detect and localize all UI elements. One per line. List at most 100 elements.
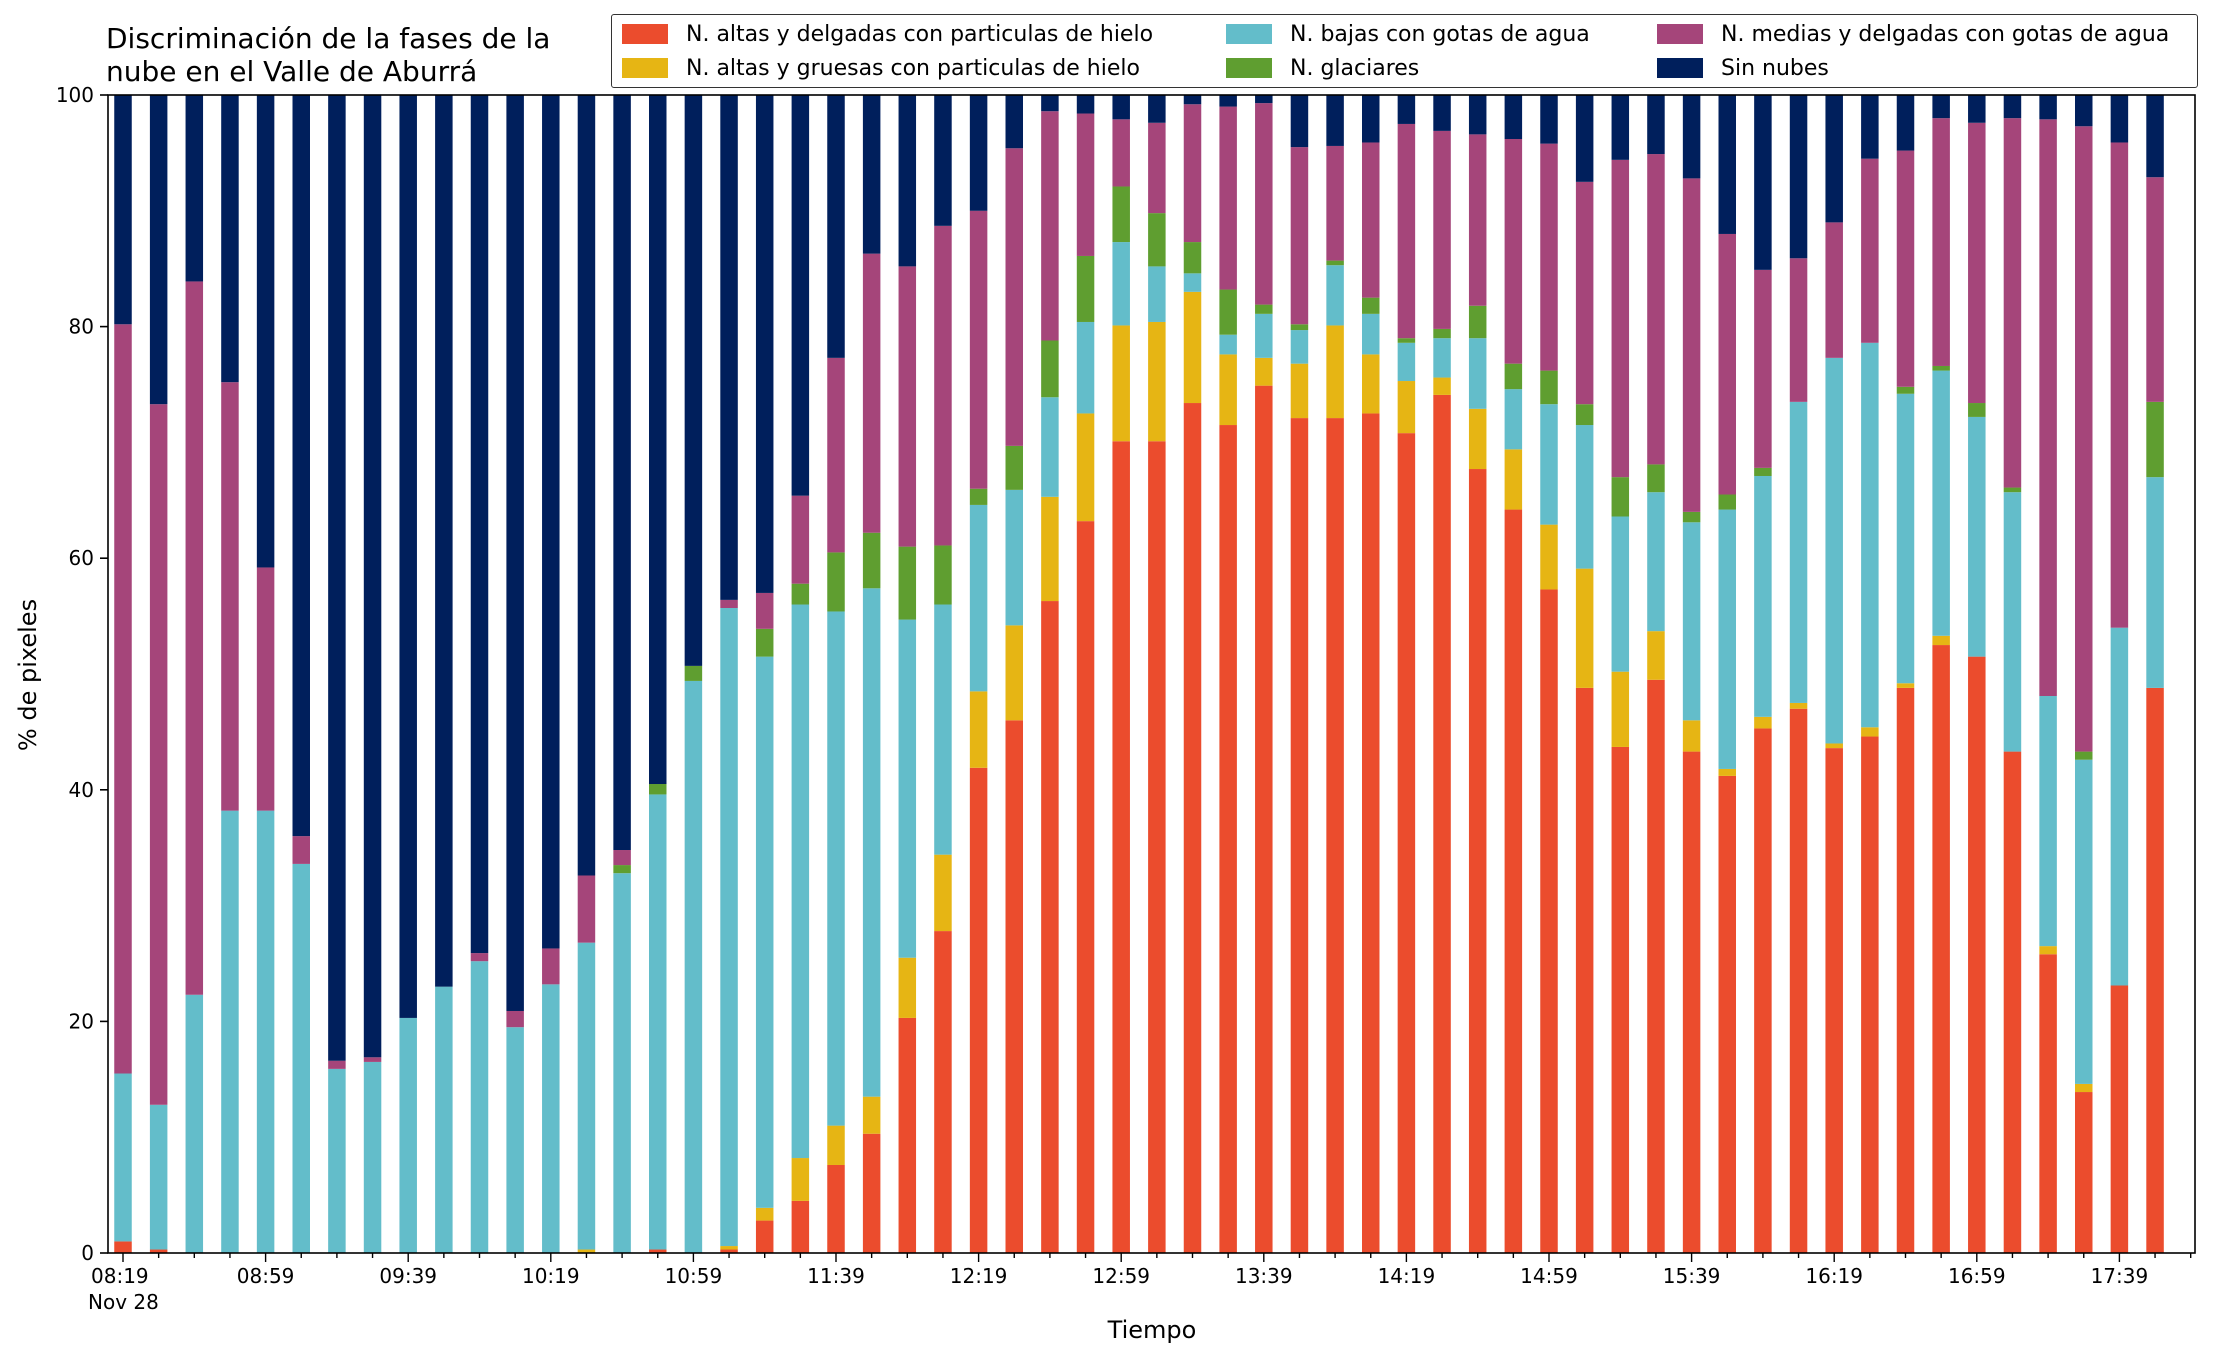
bar-segment-s4 bbox=[1789, 258, 1808, 402]
legend-label: N. altas y gruesas con particulas de hie… bbox=[686, 55, 1140, 81]
bar-segment-s3 bbox=[1041, 340, 1059, 398]
bar-segment-s2 bbox=[827, 611, 845, 1126]
bar-stack-1219 bbox=[969, 95, 988, 1253]
bar-segment-s2 bbox=[1718, 509, 1736, 769]
bar-segment-s3 bbox=[1540, 370, 1558, 405]
axes-layer: 0 20 40 60 80 100 08:19 08:59 09:39 10:19 10:59 11:… bbox=[56, 83, 2196, 1314]
bar-stack-1609 bbox=[1789, 95, 1808, 1253]
bar-stack-1249 bbox=[1076, 95, 1095, 1253]
bar-segment-s0 bbox=[898, 1017, 917, 1253]
bar-stack-1639 bbox=[1896, 95, 1915, 1253]
bar-segment-s5 bbox=[898, 95, 917, 267]
bar-stack-1739 bbox=[2110, 95, 2129, 1253]
bar-segment-s3 bbox=[613, 865, 631, 874]
bar-stack-1559 bbox=[1754, 95, 1772, 1253]
bar-segment-s0 bbox=[1861, 736, 1879, 1253]
bar-segment-s0 bbox=[1611, 746, 1630, 1253]
legend-item-altas-gruesas: N. altas y gruesas con particulas de hie… bbox=[622, 53, 1140, 83]
bar-segment-s2 bbox=[1932, 370, 1950, 636]
bar-segment-s3 bbox=[898, 546, 917, 620]
bar-segment-s2 bbox=[1647, 492, 1665, 632]
bar-segment-s4 bbox=[2039, 119, 2057, 696]
bar-segment-s0 bbox=[2146, 687, 2164, 1253]
legend-item-sin-nubes: Sin nubes bbox=[1657, 53, 1829, 83]
bar-segment-s0 bbox=[1076, 521, 1095, 1253]
bar-segment-s1 bbox=[1112, 325, 1130, 442]
bar-stack-1449 bbox=[1504, 95, 1523, 1253]
bar-segment-s5 bbox=[1682, 95, 1701, 179]
bar-segment-s0 bbox=[969, 767, 988, 1253]
bar-segment-s3 bbox=[1575, 404, 1594, 426]
bar-segment-s4 bbox=[720, 599, 738, 608]
y-tick-label: 100 bbox=[56, 83, 94, 107]
bar-segment-s2 bbox=[1112, 242, 1130, 326]
bar-segment-s2 bbox=[862, 588, 881, 1097]
bar-segment-s0 bbox=[1433, 394, 1451, 1253]
bar-segment-s3 bbox=[1504, 363, 1523, 390]
bar-segment-s3 bbox=[1968, 403, 1986, 417]
bar-segment-s0 bbox=[1005, 720, 1023, 1253]
bar-segment-s0 bbox=[2003, 751, 2022, 1253]
bar-segment-s0 bbox=[1148, 441, 1166, 1253]
bar-segment-s2 bbox=[1861, 342, 1879, 728]
bar-segment-s5 bbox=[1754, 95, 1772, 270]
bar-segment-s3 bbox=[1362, 297, 1380, 314]
bar-segment-s2 bbox=[256, 810, 275, 1253]
bar-segment-s5 bbox=[1504, 95, 1523, 139]
bar-segment-s0 bbox=[1647, 679, 1665, 1253]
bar-segment-s2 bbox=[2146, 477, 2164, 688]
bar-segment-s1 bbox=[1326, 325, 1344, 419]
bar-segment-s2 bbox=[114, 1073, 132, 1242]
bar-segment-s1 bbox=[1825, 743, 1843, 749]
bar-segment-s4 bbox=[185, 281, 204, 995]
bar-segment-s2 bbox=[1789, 401, 1808, 703]
bar-stack-0909 bbox=[292, 95, 310, 1253]
bar-segment-s2 bbox=[684, 680, 703, 1253]
bar-segment-s2 bbox=[1504, 389, 1523, 450]
bar-segment-s3 bbox=[1468, 305, 1487, 339]
bar-segment-s0 bbox=[1682, 751, 1701, 1253]
bar-segment-s2 bbox=[2039, 696, 2057, 947]
legend-swatch bbox=[1226, 58, 1272, 78]
x-axis-label: Tiempo bbox=[1107, 1316, 1197, 1344]
bar-segment-s3 bbox=[791, 583, 810, 605]
bar-segment-s4 bbox=[256, 567, 275, 811]
bar-segment-s4 bbox=[506, 1010, 524, 1028]
bar-segment-s4 bbox=[1433, 130, 1451, 329]
bar-segment-s4 bbox=[1575, 181, 1594, 405]
x-tick-label: 14:19 bbox=[1378, 1264, 1436, 1288]
bar-segment-s4 bbox=[1896, 150, 1915, 387]
bar-segment-s0 bbox=[791, 1200, 810, 1253]
bar-segment-s5 bbox=[470, 95, 489, 954]
x-tick-label: 16:59 bbox=[1948, 1264, 2006, 1288]
bar-segment-s2 bbox=[1896, 393, 1915, 684]
bar-segment-s5 bbox=[1255, 95, 1273, 104]
bar-segment-s5 bbox=[1076, 95, 1095, 114]
bar-segment-s5 bbox=[969, 95, 988, 211]
bar-segment-s2 bbox=[649, 794, 667, 1250]
chart-title: Discriminación de la fases de la nube en… bbox=[106, 22, 550, 88]
bar-segment-s4 bbox=[1255, 103, 1273, 305]
bar-segment-s2 bbox=[435, 986, 453, 1253]
bar-segment-s4 bbox=[1611, 159, 1630, 478]
bar-segment-s4 bbox=[470, 953, 489, 962]
bar-stack-1509 bbox=[1575, 95, 1594, 1253]
bar-stack-1309 bbox=[1148, 95, 1166, 1253]
bar-segment-s2 bbox=[221, 810, 239, 1253]
bar-segment-s4 bbox=[1825, 222, 1843, 358]
bar-segment-s1 bbox=[1397, 381, 1416, 434]
bar-segment-s5 bbox=[1326, 95, 1344, 146]
bar-stack-1339 bbox=[1255, 95, 1273, 1253]
bar-segment-s2 bbox=[1362, 313, 1380, 355]
x-tick-label: 08:19 bbox=[91, 1264, 149, 1288]
bar-stack-1749 bbox=[2146, 95, 2164, 1253]
bar-segment-s3 bbox=[1754, 467, 1772, 476]
bar-segment-s1 bbox=[577, 1249, 596, 1253]
bar-segment-s5 bbox=[1718, 95, 1736, 234]
bar-segment-s3 bbox=[2146, 401, 2164, 478]
bar-segment-s0 bbox=[1540, 589, 1558, 1253]
bar-stack-0939 bbox=[399, 95, 417, 1253]
bar-segment-s0 bbox=[1255, 385, 1273, 1253]
bar-segment-s5 bbox=[221, 95, 239, 383]
bar-segment-s0 bbox=[1718, 775, 1736, 1253]
